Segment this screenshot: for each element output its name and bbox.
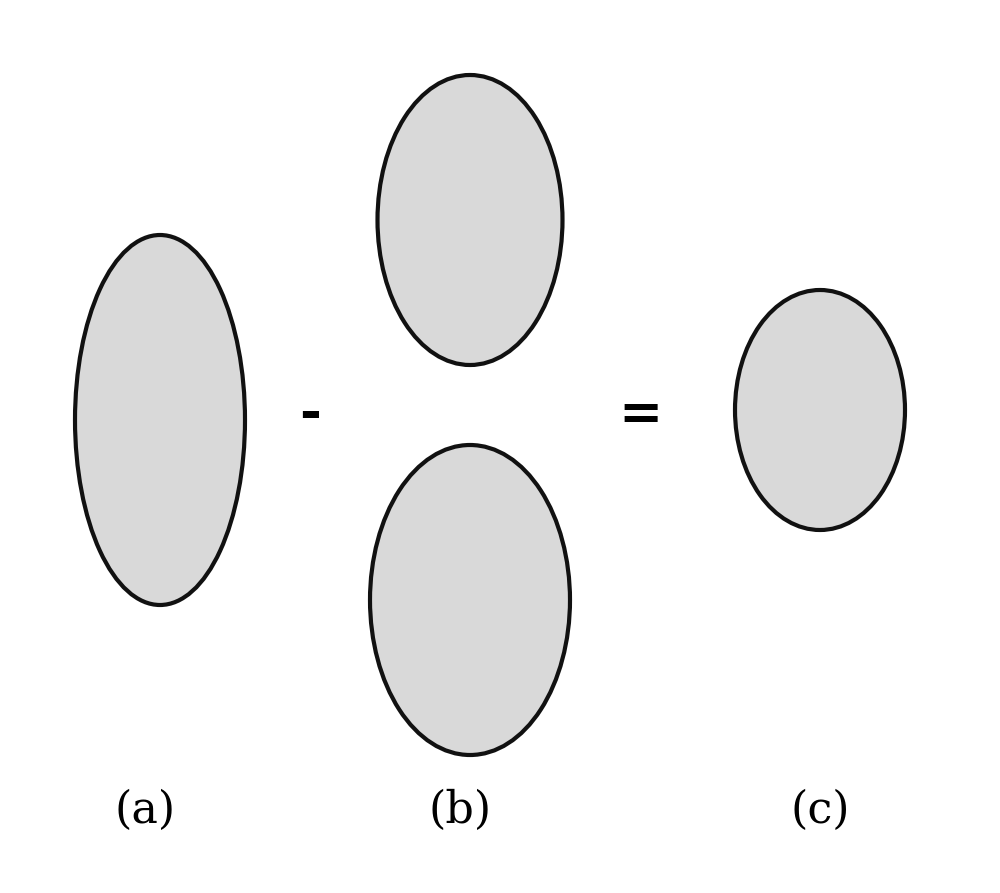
Text: (b): (b) xyxy=(428,789,492,831)
Ellipse shape xyxy=(370,445,570,755)
Text: =: = xyxy=(618,389,662,440)
Text: -: - xyxy=(299,389,321,440)
Text: (a): (a) xyxy=(114,789,176,831)
Ellipse shape xyxy=(378,75,562,365)
Text: (c): (c) xyxy=(790,789,850,831)
Ellipse shape xyxy=(75,235,245,605)
Ellipse shape xyxy=(735,290,905,530)
